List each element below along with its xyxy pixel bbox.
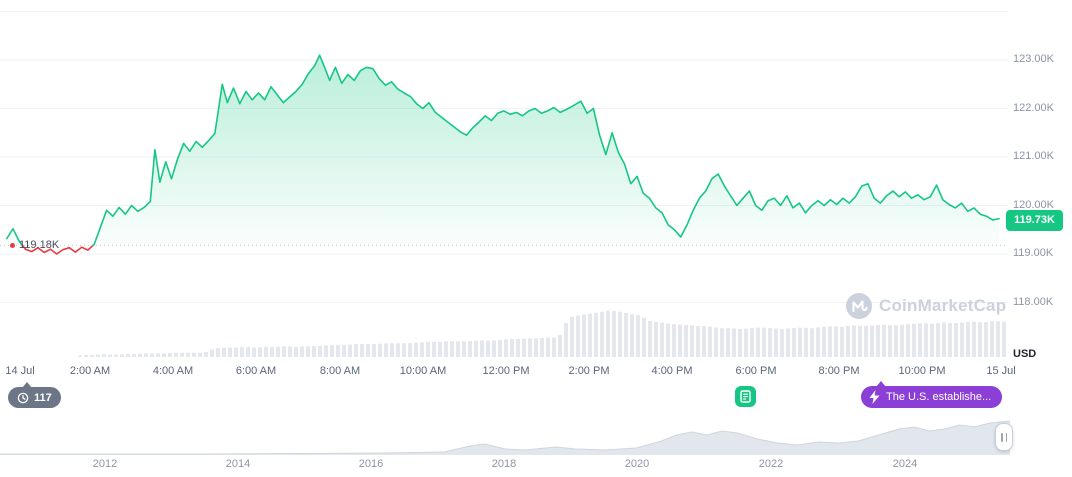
timeline-year-label: 2016 bbox=[358, 458, 384, 470]
y-axis-label: 123.00K bbox=[1013, 53, 1054, 65]
x-axis-label: 14 Jul bbox=[5, 365, 35, 377]
coinmarketcap-logo-icon bbox=[846, 293, 872, 319]
currency-label: USD bbox=[1013, 348, 1037, 360]
annotations-count: 117 bbox=[34, 391, 52, 404]
open-price-value: 119.18K bbox=[19, 239, 60, 251]
x-axis-label: 4:00 PM bbox=[651, 365, 693, 377]
document-icon bbox=[740, 390, 751, 403]
volume-bars bbox=[78, 310, 1006, 357]
timeline-year-label: 2020 bbox=[624, 458, 650, 470]
price-chart-svg bbox=[0, 11, 1008, 357]
scrubber-grip-icon bbox=[1005, 432, 1007, 442]
x-axis: 14 Jul 2:00 AM 4:00 AM 6:00 AM 8:00 AM 10:00 … bbox=[0, 365, 1015, 381]
current-price-badge: 119.73K bbox=[1006, 210, 1063, 231]
price-line-up bbox=[92, 54, 1000, 247]
timeline-year-label: 2018 bbox=[491, 458, 517, 470]
annotations-count-badge[interactable]: 117 bbox=[8, 387, 61, 408]
x-axis-label: 10:00 AM bbox=[399, 365, 447, 377]
y-axis-label: 119.00K bbox=[1013, 247, 1054, 259]
timeline-year-label: 2012 bbox=[92, 458, 118, 470]
timeline-year-label: 2024 bbox=[892, 458, 918, 470]
timeline-scrubber[interactable] bbox=[0, 418, 1010, 455]
price-line-down bbox=[21, 244, 94, 255]
x-axis-label: 4:00 AM bbox=[152, 365, 194, 377]
lightning-icon bbox=[869, 390, 880, 404]
x-axis-label: 8:00 AM bbox=[319, 365, 361, 377]
coinmarketcap-watermark: CoinMarketCap bbox=[846, 293, 1006, 319]
x-axis-label: 6:00 PM bbox=[735, 365, 777, 377]
timeline-year-label: 2022 bbox=[758, 458, 784, 470]
x-axis-label: 2:00 AM bbox=[69, 365, 111, 377]
x-axis-label: 6:00 AM bbox=[235, 365, 277, 377]
x-axis-label: 15 Jul bbox=[986, 365, 1016, 377]
x-axis-label: 8:00 PM bbox=[818, 365, 860, 377]
news-event-pill[interactable]: The U.S. establishe... bbox=[861, 386, 1003, 408]
price-line-up bbox=[6, 228, 24, 247]
price-line bbox=[6, 54, 1000, 255]
scrubber-grip-icon bbox=[1001, 432, 1003, 442]
timeline-area bbox=[0, 421, 1010, 455]
x-axis-label: 10:00 PM bbox=[898, 365, 946, 377]
timeline-year-axis: 2012 2014 2016 2018 2020 2022 2024 bbox=[0, 458, 1010, 472]
history-badge-pointer bbox=[22, 382, 32, 388]
scrubber-handle[interactable] bbox=[995, 423, 1013, 451]
timeline-scrubber-svg bbox=[0, 420, 1010, 455]
event-pill-text: The U.S. establishe... bbox=[886, 391, 992, 403]
open-price-label: 119.18K bbox=[10, 239, 59, 251]
y-axis-label: 120.00K bbox=[1013, 199, 1054, 211]
y-axis-label: 122.00K bbox=[1013, 102, 1054, 114]
news-annotation-badge[interactable] bbox=[735, 386, 756, 407]
y-axis-label: 118.00K bbox=[1013, 296, 1054, 308]
x-axis-label: 12:00 PM bbox=[482, 365, 530, 377]
watermark-text: CoinMarketCap bbox=[879, 296, 1007, 315]
price-area-fill bbox=[6, 55, 1000, 246]
history-clock-icon bbox=[17, 392, 29, 403]
timeline-year-label: 2014 bbox=[225, 458, 251, 470]
price-chart-plot[interactable] bbox=[0, 0, 1010, 360]
y-axis-label: 121.00K bbox=[1013, 150, 1054, 162]
event-pill-pointer bbox=[876, 381, 886, 387]
x-axis-label: 2:00 PM bbox=[568, 365, 610, 377]
open-price-dot-icon bbox=[10, 242, 15, 248]
